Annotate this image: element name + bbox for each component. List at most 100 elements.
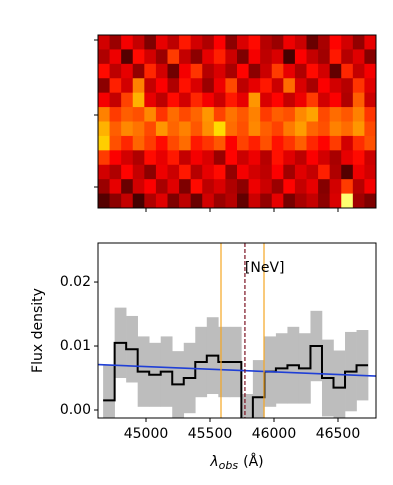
heatmap-cell bbox=[213, 193, 226, 209]
heatmap-cell bbox=[155, 78, 168, 94]
heatmap-cell bbox=[109, 78, 122, 94]
heatmap-cell bbox=[271, 92, 284, 108]
heatmap-cell bbox=[144, 63, 157, 79]
heatmap-cell bbox=[352, 49, 365, 65]
continuum-line bbox=[98, 363, 376, 377]
heatmap-cell bbox=[190, 35, 203, 50]
heatmap-cell bbox=[213, 78, 226, 94]
heatmap-cell bbox=[306, 63, 319, 79]
y-tick-label: 0.01 bbox=[60, 338, 91, 354]
heatmap-cell bbox=[98, 49, 111, 65]
heatmap-cell bbox=[318, 107, 331, 122]
heatmap-cell bbox=[132, 35, 145, 50]
heatmap-cell bbox=[132, 193, 145, 209]
heatmap-cell bbox=[213, 63, 226, 79]
heatmap-cell bbox=[352, 150, 365, 166]
heatmap-cell bbox=[283, 78, 296, 94]
heatmap-cell bbox=[364, 63, 377, 79]
heatmap-cell bbox=[248, 35, 261, 50]
error-band bbox=[333, 350, 346, 418]
heatmap-cell bbox=[271, 164, 284, 180]
heatmap-cell bbox=[318, 63, 331, 79]
heatmap-cell bbox=[364, 150, 377, 166]
line-label: [NeV] bbox=[245, 260, 285, 276]
heatmap-cell bbox=[352, 35, 365, 50]
heatmap-cell bbox=[341, 63, 354, 79]
heatmap-cell bbox=[109, 179, 122, 195]
heatmap-cell bbox=[109, 49, 122, 65]
heatmap-cell bbox=[248, 150, 261, 166]
heatmap-cell bbox=[109, 121, 122, 137]
heatmap-cell bbox=[109, 193, 122, 209]
heatmap-cell bbox=[109, 63, 122, 79]
heatmap-cell bbox=[190, 193, 203, 209]
heatmap-cell bbox=[294, 92, 307, 108]
heatmap-cell bbox=[352, 63, 365, 79]
heatmap-cell bbox=[260, 164, 273, 180]
heatmap-cell bbox=[155, 63, 168, 79]
heatmap-cell bbox=[155, 121, 168, 137]
heatmap-cell bbox=[167, 150, 180, 166]
heatmap-cell bbox=[329, 135, 342, 151]
heatmap-cell bbox=[294, 193, 307, 209]
heatmap-cell bbox=[202, 107, 215, 122]
heatmap-cell bbox=[167, 193, 180, 209]
heatmap-cell bbox=[237, 92, 250, 108]
heatmap-cell bbox=[190, 150, 203, 166]
heatmap-cell bbox=[248, 107, 261, 122]
heatmap-cell bbox=[155, 193, 168, 209]
heatmap-cell bbox=[329, 107, 342, 122]
heatmap-cell bbox=[283, 121, 296, 137]
heatmap-cell bbox=[167, 78, 180, 94]
heatmap-cell bbox=[190, 107, 203, 122]
heatmap-cell bbox=[121, 150, 134, 166]
heatmap-cell bbox=[260, 78, 273, 94]
heatmap-cell bbox=[98, 164, 111, 180]
heatmap-cell bbox=[225, 78, 238, 94]
heatmap-cell bbox=[318, 179, 331, 195]
heatmap-cell bbox=[248, 121, 261, 137]
y-axis-label: Flux density bbox=[30, 288, 46, 373]
heatmap-cell bbox=[98, 107, 111, 122]
plot-area bbox=[98, 307, 376, 418]
heatmap-cell bbox=[213, 121, 226, 137]
heatmap-cell bbox=[352, 107, 365, 122]
heatmap-cell bbox=[237, 150, 250, 166]
heatmap-cell bbox=[341, 164, 354, 180]
heatmap-cell bbox=[132, 179, 145, 195]
heatmap-cell bbox=[294, 63, 307, 79]
heatmap-cell bbox=[225, 150, 238, 166]
heatmap-cell bbox=[121, 164, 134, 180]
x-label-unit: (Å) bbox=[243, 453, 264, 470]
x-axis-label: λobs (Å) bbox=[209, 453, 263, 472]
heatmap-cell bbox=[329, 35, 342, 50]
heatmap-cell bbox=[155, 179, 168, 195]
heatmap-cell bbox=[179, 193, 192, 209]
heatmap-cell bbox=[155, 35, 168, 50]
heatmap-cell bbox=[341, 49, 354, 65]
heatmap-cell bbox=[294, 107, 307, 122]
heatmap-cell bbox=[306, 35, 319, 50]
heatmap-cell bbox=[283, 35, 296, 50]
heatmap-cell bbox=[318, 78, 331, 94]
y-tick-label: 0.02 bbox=[60, 274, 91, 290]
heatmap-cell bbox=[144, 92, 157, 108]
heatmap-cell bbox=[329, 164, 342, 180]
heatmap-cell bbox=[202, 164, 215, 180]
heatmap-cell bbox=[121, 49, 134, 65]
heatmap-cell bbox=[98, 92, 111, 108]
heatmap-cell bbox=[144, 164, 157, 180]
heatmap-cell bbox=[260, 121, 273, 137]
heatmap-cell bbox=[237, 193, 250, 209]
heatmap-cell bbox=[283, 92, 296, 108]
heatmap-cell bbox=[225, 164, 238, 180]
heatmap-cell bbox=[248, 92, 261, 108]
heatmap-cell bbox=[190, 164, 203, 180]
heatmap-cell bbox=[121, 179, 134, 195]
heatmap-cell bbox=[294, 35, 307, 50]
heatmap-cell bbox=[109, 150, 122, 166]
heatmap-cell bbox=[306, 164, 319, 180]
heatmap-cell bbox=[225, 35, 238, 50]
heatmap-cell bbox=[364, 92, 377, 108]
spectrum-line bbox=[103, 341, 369, 418]
